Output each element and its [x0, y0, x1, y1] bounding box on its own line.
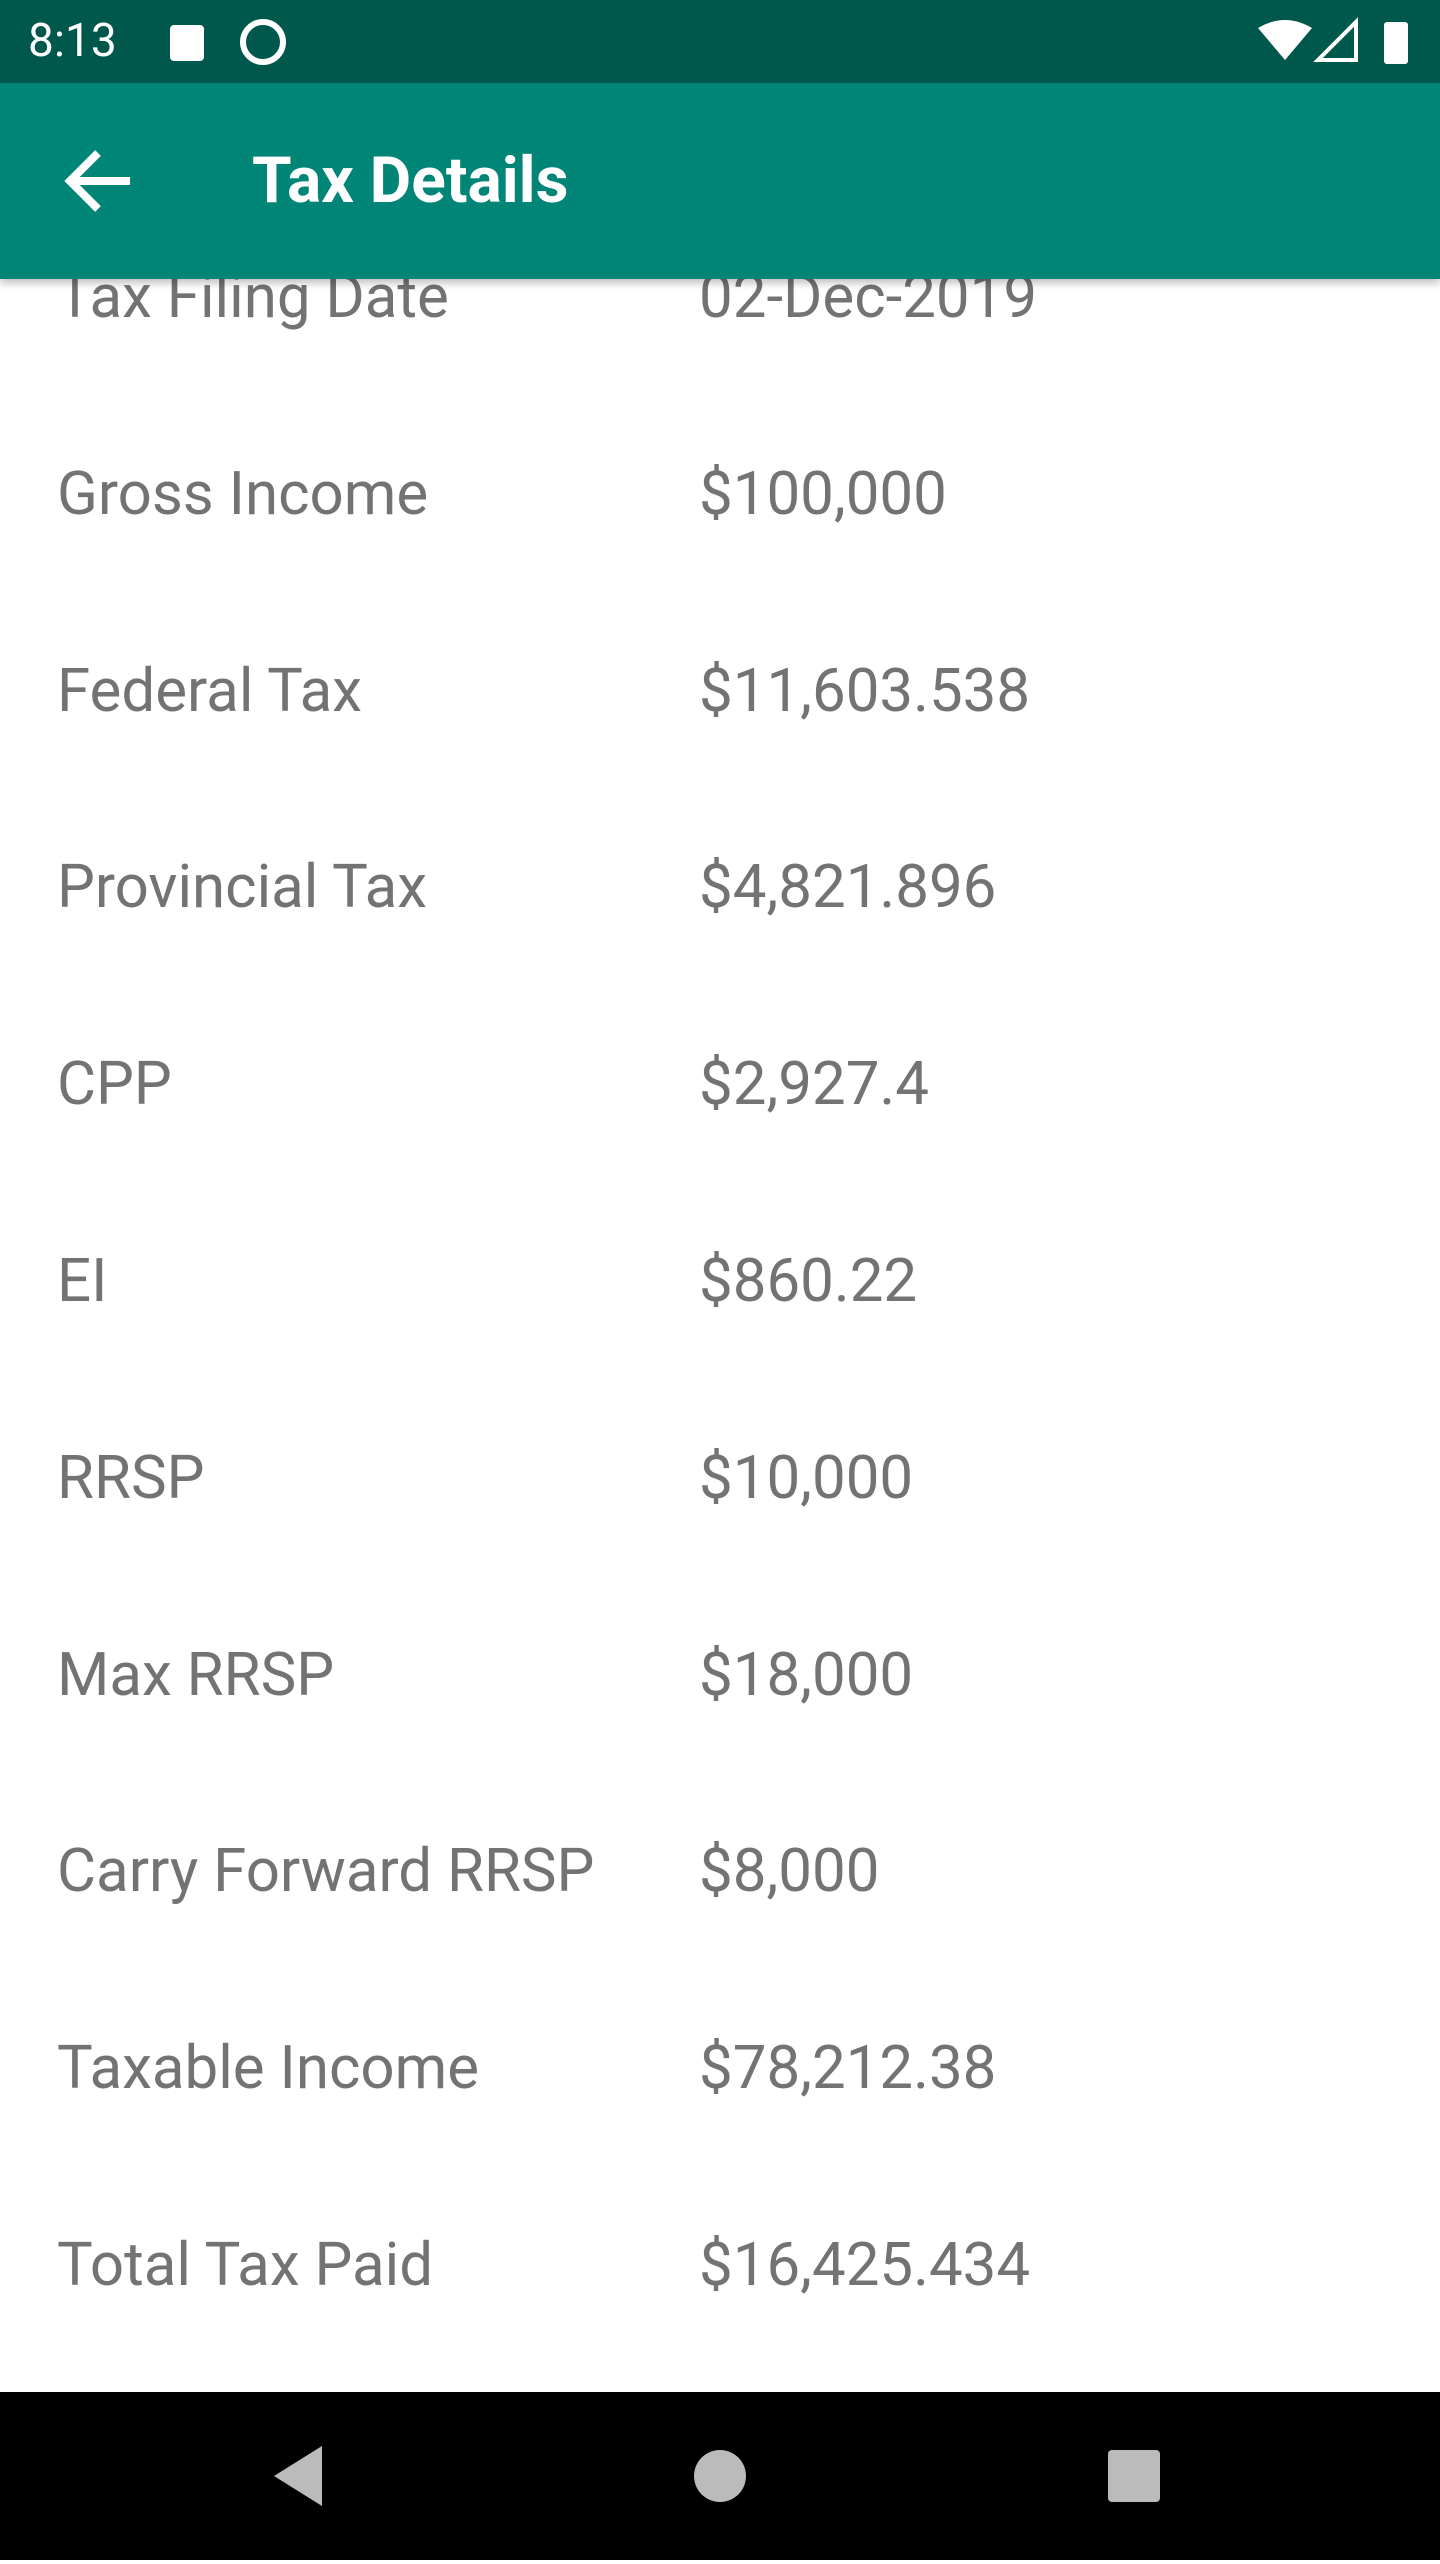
navigation-bar [0, 2392, 1440, 2560]
app-bar: Tax Details [0, 83, 1440, 279]
details-list: Tax Filing Date 02-Dec-2019 Gross Income $1… [57, 261, 1037, 2300]
row-value: $78,212.38 [699, 2032, 997, 2104]
nav-home[interactable] [694, 2450, 746, 2502]
status-bar: 8:13 [0, 0, 1440, 83]
nav-back[interactable] [274, 2446, 322, 2506]
row-value: $16,425.434 [699, 2229, 1031, 2300]
app-title: Tax Details [252, 143, 569, 218]
row-value: $860.22 [699, 1245, 918, 1316]
row-label: Federal Tax [57, 654, 363, 726]
row-label: Gross Income [57, 457, 429, 529]
row-value: $8,000 [699, 1835, 880, 1907]
row-label: EI [57, 1245, 108, 1316]
nav-recents[interactable] [1108, 2450, 1160, 2502]
row-label: Taxable Income [57, 2032, 480, 2104]
row-label: Carry Forward RRSP [57, 1835, 595, 1907]
row-label: Provincial Tax [57, 851, 427, 923]
row-value: $11,603.538 [699, 654, 1031, 726]
status-time: 8:13 [28, 14, 117, 68]
row-value: $2,927.4 [699, 1048, 929, 1120]
back-button[interactable] [50, 131, 150, 231]
row-value: $100,000 [699, 457, 947, 529]
row-value: $4,821.896 [699, 851, 997, 923]
row-label: Total Tax Paid [57, 2229, 434, 2300]
row-label: Max RRSP [57, 1638, 335, 1710]
nav-buttons [274, 2446, 1160, 2506]
row-value: $10,000 [699, 1441, 914, 1513]
row-label: RRSP [57, 1441, 205, 1513]
row-label: CPP [57, 1048, 172, 1120]
status-icons [170, 17, 1408, 65]
row-value: $18,000 [699, 1638, 914, 1710]
